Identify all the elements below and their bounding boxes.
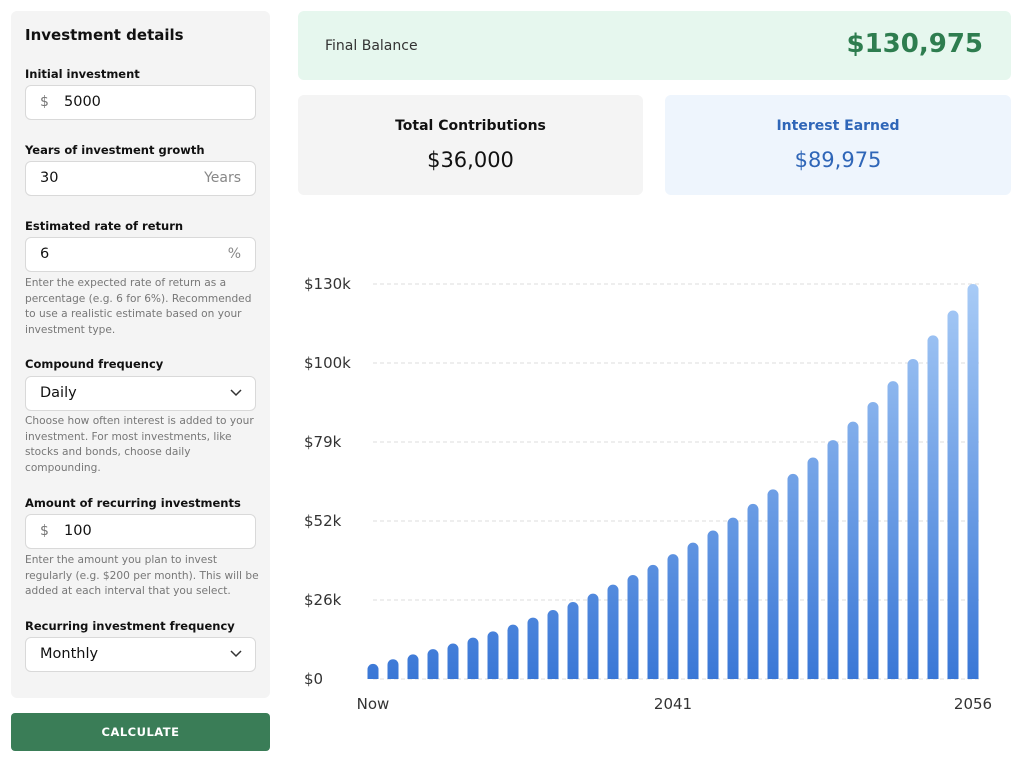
help-text: Choose how often interest is added to yo… <box>25 415 254 474</box>
contrib-value: $36,000 <box>427 148 514 172</box>
bar <box>527 617 539 679</box>
bar <box>887 381 899 679</box>
help-text: Enter the expected rate of return as a p… <box>25 277 252 336</box>
bar <box>747 503 759 679</box>
bar <box>467 637 479 679</box>
field-label: Years of investment growth <box>25 143 205 157</box>
bar <box>427 649 439 679</box>
input-prefix: $ <box>40 523 49 539</box>
final-balance-card: Final Balance $130,975 <box>298 11 1011 80</box>
chevron <box>230 650 242 658</box>
bar <box>807 457 819 679</box>
input-value: Monthly <box>40 646 99 662</box>
y-tick-label: $130k <box>304 275 351 293</box>
field-label: Estimated rate of return <box>25 219 184 233</box>
form-panel <box>11 11 270 698</box>
y-tick-label: $52k <box>304 512 342 530</box>
bar <box>587 593 599 679</box>
field-label: Recurring investment frequency <box>25 619 235 633</box>
text-input[interactable]: $100 <box>25 514 256 549</box>
form-title: Investment details <box>25 26 184 44</box>
field-label: Compound frequency <box>25 357 164 371</box>
bar <box>827 440 839 679</box>
bar <box>967 284 979 679</box>
bar <box>727 517 739 679</box>
bar <box>687 542 699 679</box>
bar <box>867 401 879 679</box>
bar <box>647 564 659 679</box>
x-tick-label: Now <box>357 695 390 713</box>
input-value: 5000 <box>64 94 101 110</box>
input-value: 6 <box>40 246 50 262</box>
chevron <box>230 389 242 397</box>
bar <box>627 575 639 679</box>
field-label: Initial investment <box>25 67 140 81</box>
select[interactable]: Daily <box>25 376 256 411</box>
bar <box>407 654 419 679</box>
bar <box>607 584 619 679</box>
x-tick-label: 2041 <box>654 695 692 713</box>
y-tick-label: $79k <box>304 433 342 451</box>
bar <box>767 489 779 679</box>
bar <box>787 473 799 679</box>
select[interactable]: Monthly <box>25 637 256 672</box>
bar <box>487 631 499 679</box>
text-input[interactable]: 30 Years <box>25 161 256 196</box>
bar <box>907 358 919 679</box>
bar <box>707 530 719 679</box>
bar <box>847 421 859 679</box>
bar <box>547 610 559 679</box>
contrib-label: Total Contributions <box>395 118 546 134</box>
bar <box>387 659 399 679</box>
input-suffix: Years <box>204 170 241 186</box>
calculate-button[interactable]: CALCULATE <box>11 713 270 751</box>
interest-card: Interest Earned $89,975 <box>665 95 1011 195</box>
input-suffix: % <box>227 246 241 262</box>
interest-label: Interest Earned <box>776 118 900 134</box>
input-value: 100 <box>64 523 92 539</box>
bar <box>927 335 939 679</box>
y-tick-label: $26k <box>304 591 342 609</box>
text-input[interactable]: $5000 <box>25 85 256 120</box>
bar <box>447 643 459 679</box>
input-value: 30 <box>40 170 59 186</box>
input-prefix: $ <box>40 94 49 110</box>
bar <box>667 554 679 679</box>
bar <box>507 624 519 679</box>
final-label: Final Balance <box>325 38 418 54</box>
y-tick-label: $100k <box>304 354 351 372</box>
bar <box>947 310 959 679</box>
x-tick-label: 2056 <box>954 695 992 713</box>
text-input[interactable]: 6% <box>25 237 256 272</box>
bar <box>567 602 579 679</box>
help-text: Enter the amount you plan to invest regu… <box>25 554 259 597</box>
input-value: Daily <box>40 385 77 401</box>
y-tick-label: $0 <box>304 670 323 688</box>
field-label: Amount of recurring investments <box>25 496 241 510</box>
contributions-card: Total Contributions $36,000 <box>298 95 643 195</box>
bar <box>367 663 379 679</box>
final-value: $130,975 <box>846 29 983 59</box>
interest-value: $89,975 <box>794 148 882 172</box>
